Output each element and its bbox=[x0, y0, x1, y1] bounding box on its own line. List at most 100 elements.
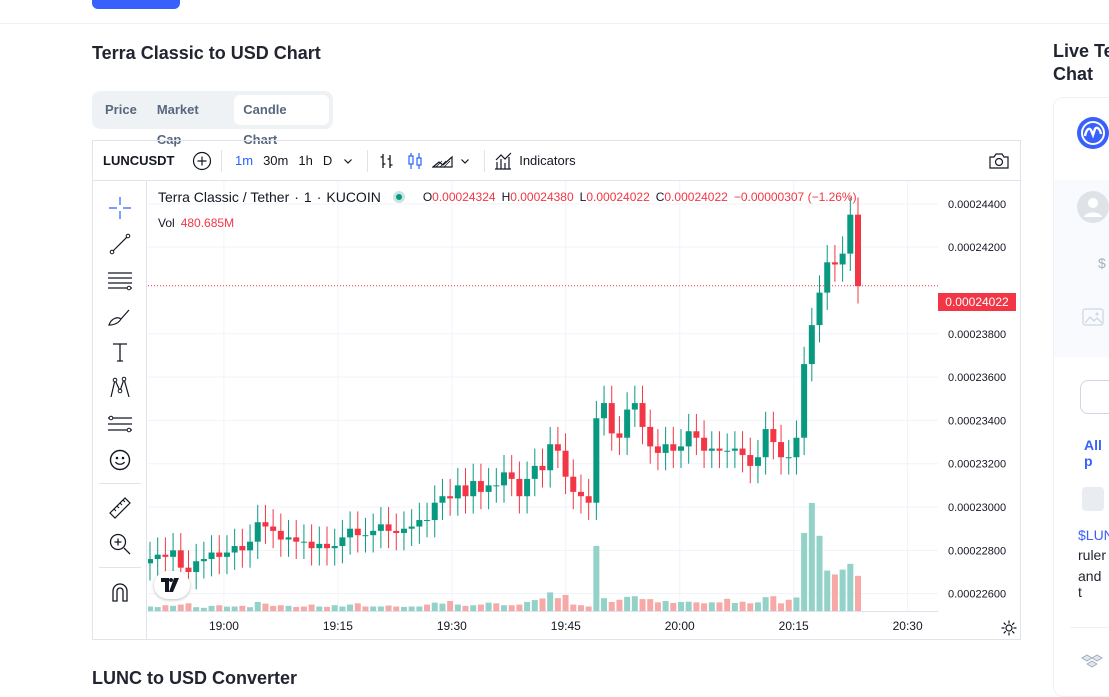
volume-bar bbox=[731, 602, 738, 611]
candle bbox=[816, 292, 823, 326]
candlestick-chart[interactable]: 0.00024400 0.00024200 0.00023800 0.00023600… bbox=[147, 181, 1020, 639]
volume-bar bbox=[547, 592, 554, 611]
candle bbox=[493, 485, 500, 487]
volume-bar bbox=[162, 605, 169, 611]
volume-bar bbox=[185, 603, 192, 611]
chart-type-tabs: Price Market Cap Candle Chart bbox=[92, 91, 333, 147]
chevron-down-icon[interactable] bbox=[337, 150, 359, 172]
ruler-icon[interactable] bbox=[107, 495, 133, 521]
compare-add-icon[interactable] bbox=[191, 150, 213, 172]
volume-bar bbox=[508, 605, 515, 611]
text-tool-icon[interactable] bbox=[107, 339, 133, 365]
user-avatar-icon[interactable] bbox=[1077, 191, 1109, 223]
volume-bar bbox=[308, 604, 315, 611]
candle bbox=[562, 450, 569, 477]
candle bbox=[631, 403, 638, 410]
fib-retracement-icon[interactable] bbox=[107, 267, 133, 293]
candle bbox=[701, 437, 708, 451]
price-axis-label: 0.00023000 bbox=[948, 502, 1006, 514]
post-author-avatar[interactable] bbox=[1082, 487, 1104, 511]
area-chart-icon[interactable] bbox=[432, 150, 454, 172]
timeframe-30m[interactable]: 30m bbox=[263, 153, 289, 168]
volume-bar bbox=[231, 606, 238, 611]
camera-icon[interactable] bbox=[988, 150, 1010, 172]
candle bbox=[177, 550, 184, 568]
toolbar-separator bbox=[484, 149, 486, 172]
timeframe-1h[interactable]: 1h bbox=[298, 153, 313, 168]
candle bbox=[639, 403, 646, 427]
candle bbox=[839, 253, 846, 265]
candle bbox=[200, 559, 207, 562]
toolbar-separator bbox=[99, 567, 141, 568]
chart-plot-area[interactable]: 0.00024400 0.00024200 0.00023800 0.00023600… bbox=[147, 181, 1020, 639]
crosshair-icon[interactable] bbox=[107, 195, 133, 221]
price-axis-label: 0.00023800 bbox=[948, 329, 1006, 341]
candle bbox=[485, 485, 492, 492]
volume-bar bbox=[739, 601, 746, 611]
indicators-button[interactable]: Indicators bbox=[493, 151, 576, 171]
drawing-toolbar bbox=[93, 181, 147, 639]
volume-bar bbox=[554, 598, 561, 611]
candle bbox=[539, 465, 546, 471]
volume-bar bbox=[624, 596, 631, 611]
pattern-icon[interactable] bbox=[107, 375, 133, 401]
candle bbox=[554, 444, 561, 451]
candle bbox=[477, 481, 484, 492]
magnet-icon[interactable] bbox=[107, 579, 133, 605]
volume-bar bbox=[331, 605, 338, 611]
volume-bar bbox=[147, 606, 153, 611]
tab-market-cap[interactable]: Market Cap bbox=[156, 102, 199, 147]
zoom-in-icon[interactable] bbox=[107, 531, 133, 557]
ohlc-values: O0.00024324 H0.00024380 L0.00024022 C0.0002… bbox=[422, 190, 857, 204]
candles-chart-icon[interactable] bbox=[404, 150, 426, 172]
price-axis-label: 0.00024200 bbox=[948, 242, 1006, 254]
volume-bar bbox=[770, 596, 777, 611]
emoji-icon[interactable] bbox=[107, 447, 133, 473]
volume-bar bbox=[324, 606, 330, 611]
symbol-search[interactable]: LUNCUSDT bbox=[103, 153, 175, 168]
candle bbox=[570, 476, 577, 492]
candle bbox=[370, 530, 377, 536]
live-chat-title: Live Te Chat bbox=[1053, 41, 1109, 84]
tradingview-logo[interactable] bbox=[154, 571, 190, 599]
header-button[interactable] bbox=[92, 0, 180, 9]
all-posts-link[interactable]: All p bbox=[1084, 437, 1102, 469]
settings-gear-icon[interactable] bbox=[998, 617, 1020, 639]
candle bbox=[447, 496, 454, 499]
bars-chart-icon[interactable] bbox=[376, 150, 398, 172]
volume-bar bbox=[277, 605, 284, 611]
prediction-icon[interactable] bbox=[107, 411, 133, 437]
candle bbox=[470, 481, 477, 497]
trend-line-icon[interactable] bbox=[107, 231, 133, 257]
candle bbox=[508, 472, 515, 479]
chevron-down-icon[interactable] bbox=[454, 150, 476, 172]
candle bbox=[285, 537, 292, 540]
tab-candle-chart[interactable]: Candle Chart bbox=[234, 95, 329, 147]
timeframe-1m[interactable]: 1m bbox=[235, 153, 254, 168]
volume-legend: Vol 480.685M bbox=[158, 216, 234, 230]
chat-coin-tag[interactable]: $ bbox=[1098, 255, 1106, 271]
post-coin-tag[interactable]: $LUN bbox=[1078, 527, 1109, 543]
candle bbox=[601, 403, 608, 419]
candle bbox=[647, 426, 654, 447]
volume-bar bbox=[593, 545, 600, 611]
chat-post-button[interactable] bbox=[1080, 380, 1109, 414]
volume-bar bbox=[377, 606, 384, 611]
cube-avatar-icon bbox=[1080, 652, 1104, 677]
volume-bar bbox=[531, 600, 538, 611]
volume-bar bbox=[693, 602, 700, 611]
candle bbox=[247, 541, 254, 551]
volume-bar bbox=[223, 606, 230, 611]
image-upload-icon[interactable] bbox=[1082, 308, 1104, 331]
candle bbox=[331, 546, 338, 549]
candle bbox=[585, 496, 592, 503]
volume-bar bbox=[678, 601, 684, 611]
brush-icon[interactable] bbox=[107, 303, 133, 329]
volume-value: 480.685M bbox=[180, 216, 235, 230]
candle bbox=[847, 214, 854, 254]
timeframe-d[interactable]: D bbox=[322, 153, 333, 168]
volume-bar bbox=[793, 597, 800, 611]
tab-price[interactable]: Price bbox=[105, 102, 137, 117]
volume-bar bbox=[608, 601, 615, 611]
volume-bar bbox=[470, 605, 477, 611]
